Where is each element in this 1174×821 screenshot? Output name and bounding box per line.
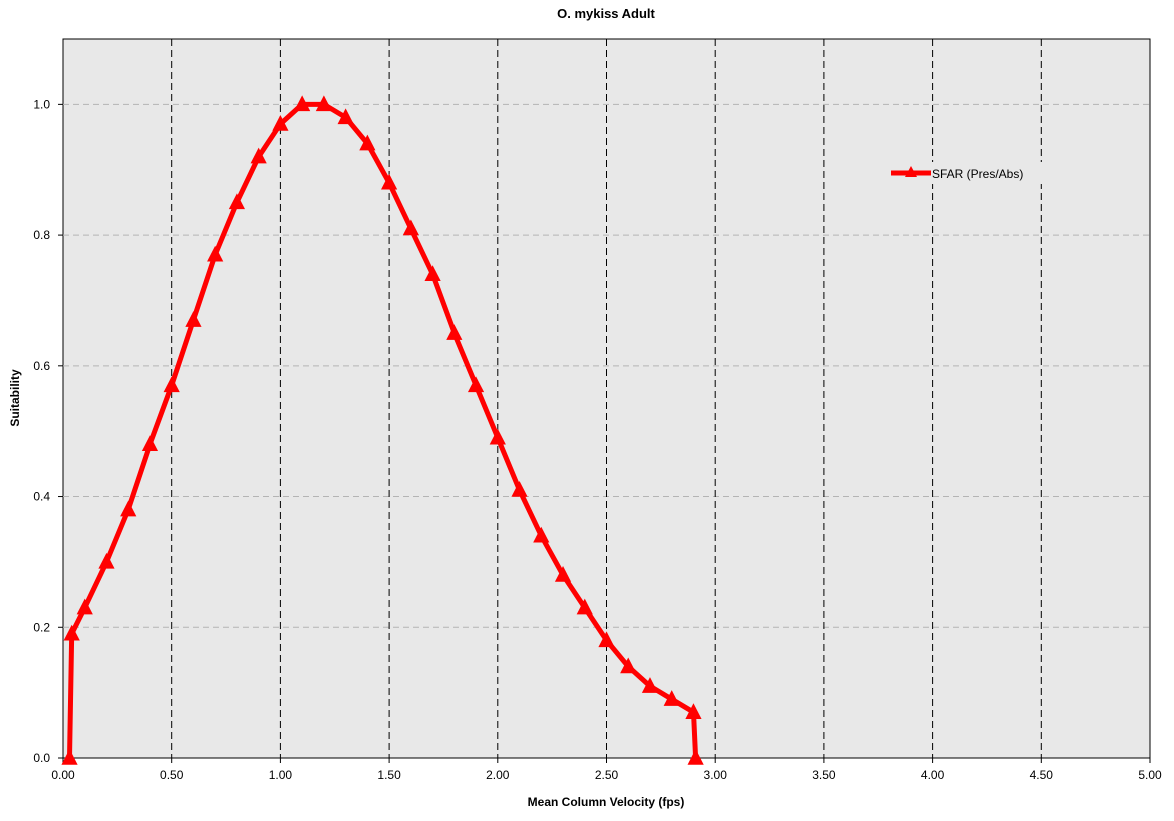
data-point-marker <box>228 193 246 210</box>
data-point-marker <box>511 481 528 497</box>
data-point-marker <box>641 677 659 693</box>
x-tick-label: 2.00 <box>486 768 510 782</box>
data-point-marker <box>272 114 289 131</box>
data-point-marker <box>381 173 398 190</box>
x-tick-label: 3.50 <box>812 768 836 782</box>
axis-layer: 0.0 0.2 0.4 0.6 0.8 1.0 0.00 0.50 1.00 1.50 2.00 2.… <box>33 97 1162 782</box>
y-tick-label: 0.4 <box>33 490 50 504</box>
data-point-marker <box>402 219 419 236</box>
data-point-marker <box>163 376 180 393</box>
legend-marker-triangle-icon <box>905 166 917 177</box>
series-layer <box>61 95 704 765</box>
data-point-marker <box>424 265 441 282</box>
data-point-marker <box>620 657 637 674</box>
x-tick-label: 2.50 <box>595 768 619 782</box>
data-point-marker <box>467 376 485 393</box>
x-tick-label: 4.50 <box>1030 768 1054 782</box>
data-point-marker <box>446 324 463 340</box>
x-tick-label: 3.00 <box>704 768 728 782</box>
data-point-marker <box>359 134 376 151</box>
data-point-marker <box>250 147 267 164</box>
y-axis-title: Suitability <box>8 369 22 427</box>
data-point-marker <box>61 749 78 765</box>
legend-background <box>880 162 1050 184</box>
data-point-marker <box>685 703 702 719</box>
data-point-marker <box>576 598 593 615</box>
data-point-marker <box>687 749 704 765</box>
data-point-marker <box>207 245 224 262</box>
y-tick-label: 0.8 <box>33 228 50 242</box>
data-point-marker <box>98 552 115 569</box>
data-point-marker <box>337 108 354 125</box>
data-point-marker <box>533 526 550 543</box>
x-tick-label: 4.00 <box>921 768 945 782</box>
x-tick-label: 5.00 <box>1138 768 1162 782</box>
data-point-marker <box>489 428 506 445</box>
y-tick-label: 0.0 <box>33 751 50 765</box>
data-point-marker <box>663 690 680 706</box>
chart-title: O. mykiss Adult <box>557 6 655 21</box>
data-point-marker <box>120 500 137 517</box>
x-tick-label: 0.00 <box>51 768 75 782</box>
data-point-marker <box>554 565 572 582</box>
data-point-marker <box>315 95 332 112</box>
legend-label: SFAR (Pres/Abs) <box>932 167 1023 181</box>
series-line <box>67 101 699 759</box>
x-tick-label: 1.50 <box>377 768 401 782</box>
x-axis-title: Mean Column Velocity (fps) <box>528 795 685 809</box>
data-point-marker <box>63 624 80 641</box>
x-tick-label: 1.00 <box>269 768 293 782</box>
grid-layer <box>63 39 1150 758</box>
y-tick-label: 0.2 <box>33 620 50 634</box>
data-point-marker <box>598 631 615 648</box>
data-point-marker <box>141 435 159 452</box>
y-tick-label: 0.6 <box>33 359 50 373</box>
data-point-marker <box>76 598 93 615</box>
data-point-marker <box>294 95 311 112</box>
y-tick-label: 1.0 <box>33 97 50 111</box>
data-point-marker <box>185 311 202 327</box>
x-tick-label: 0.50 <box>160 768 184 782</box>
legend: SFAR (Pres/Abs) <box>880 162 1050 184</box>
